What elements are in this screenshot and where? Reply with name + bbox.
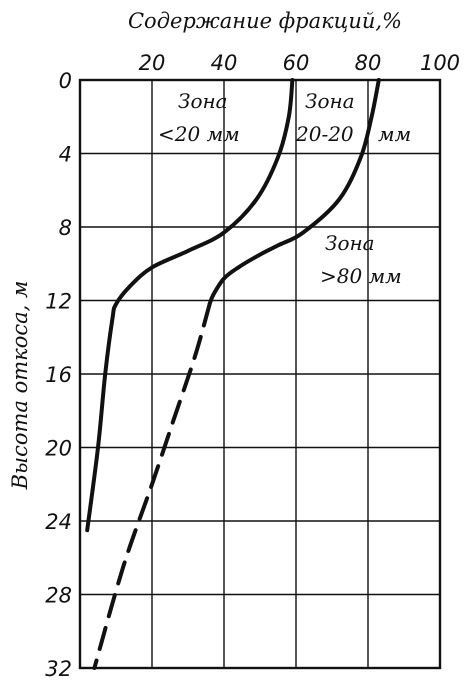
x-tick-label-1: 40 xyxy=(211,51,238,75)
y-tick-label-2: 8 xyxy=(59,216,72,240)
y-tick-label-5: 20 xyxy=(45,437,72,461)
zone-label-medium-line2: 20-20 xyxy=(295,122,354,146)
y-tick-label-7: 28 xyxy=(45,584,72,608)
y-tick-label-6: 24 xyxy=(45,510,72,534)
zone-label-medium: Зона 20-20 мм xyxy=(295,89,411,146)
grid xyxy=(78,78,442,670)
zone-label-large: Зона >80 мм xyxy=(320,231,402,288)
series-line-1 xyxy=(207,78,381,307)
zone-label-medium-line1: Зона xyxy=(305,89,355,113)
y-tick-label-1: 4 xyxy=(59,143,72,167)
series-line-0 xyxy=(85,78,295,533)
zone-label-large-line2: >80 мм xyxy=(320,264,402,288)
zone-label-medium-line3: мм xyxy=(378,122,411,146)
zone-label-small: Зона <20 мм xyxy=(158,89,240,146)
x-axis-title: Содержание фракций,% xyxy=(128,9,402,33)
zone-label-small-line1: Зона xyxy=(178,89,228,113)
y-axis-title: Высота откоса, м xyxy=(8,281,32,491)
tick-labels: 20 40 60 80 100 0 4 8 12 16 20 24 28 32 xyxy=(45,51,460,681)
y-tick-label-3: 12 xyxy=(45,290,72,314)
zone-label-large-line1: Зона xyxy=(325,231,375,255)
y-tick-label-4: 16 xyxy=(45,363,72,387)
series-line-2-dashed xyxy=(92,302,212,670)
x-tick-label-2: 60 xyxy=(283,51,310,75)
y-tick-label-8: 32 xyxy=(45,657,72,681)
x-tick-label-4: 100 xyxy=(420,51,460,75)
x-tick-label-0: 20 xyxy=(139,51,166,75)
zone-label-small-line2: <20 мм xyxy=(158,122,240,146)
x-tick-label-3: 80 xyxy=(355,51,382,75)
curves xyxy=(85,78,381,670)
y-tick-label-0: 0 xyxy=(59,69,72,93)
